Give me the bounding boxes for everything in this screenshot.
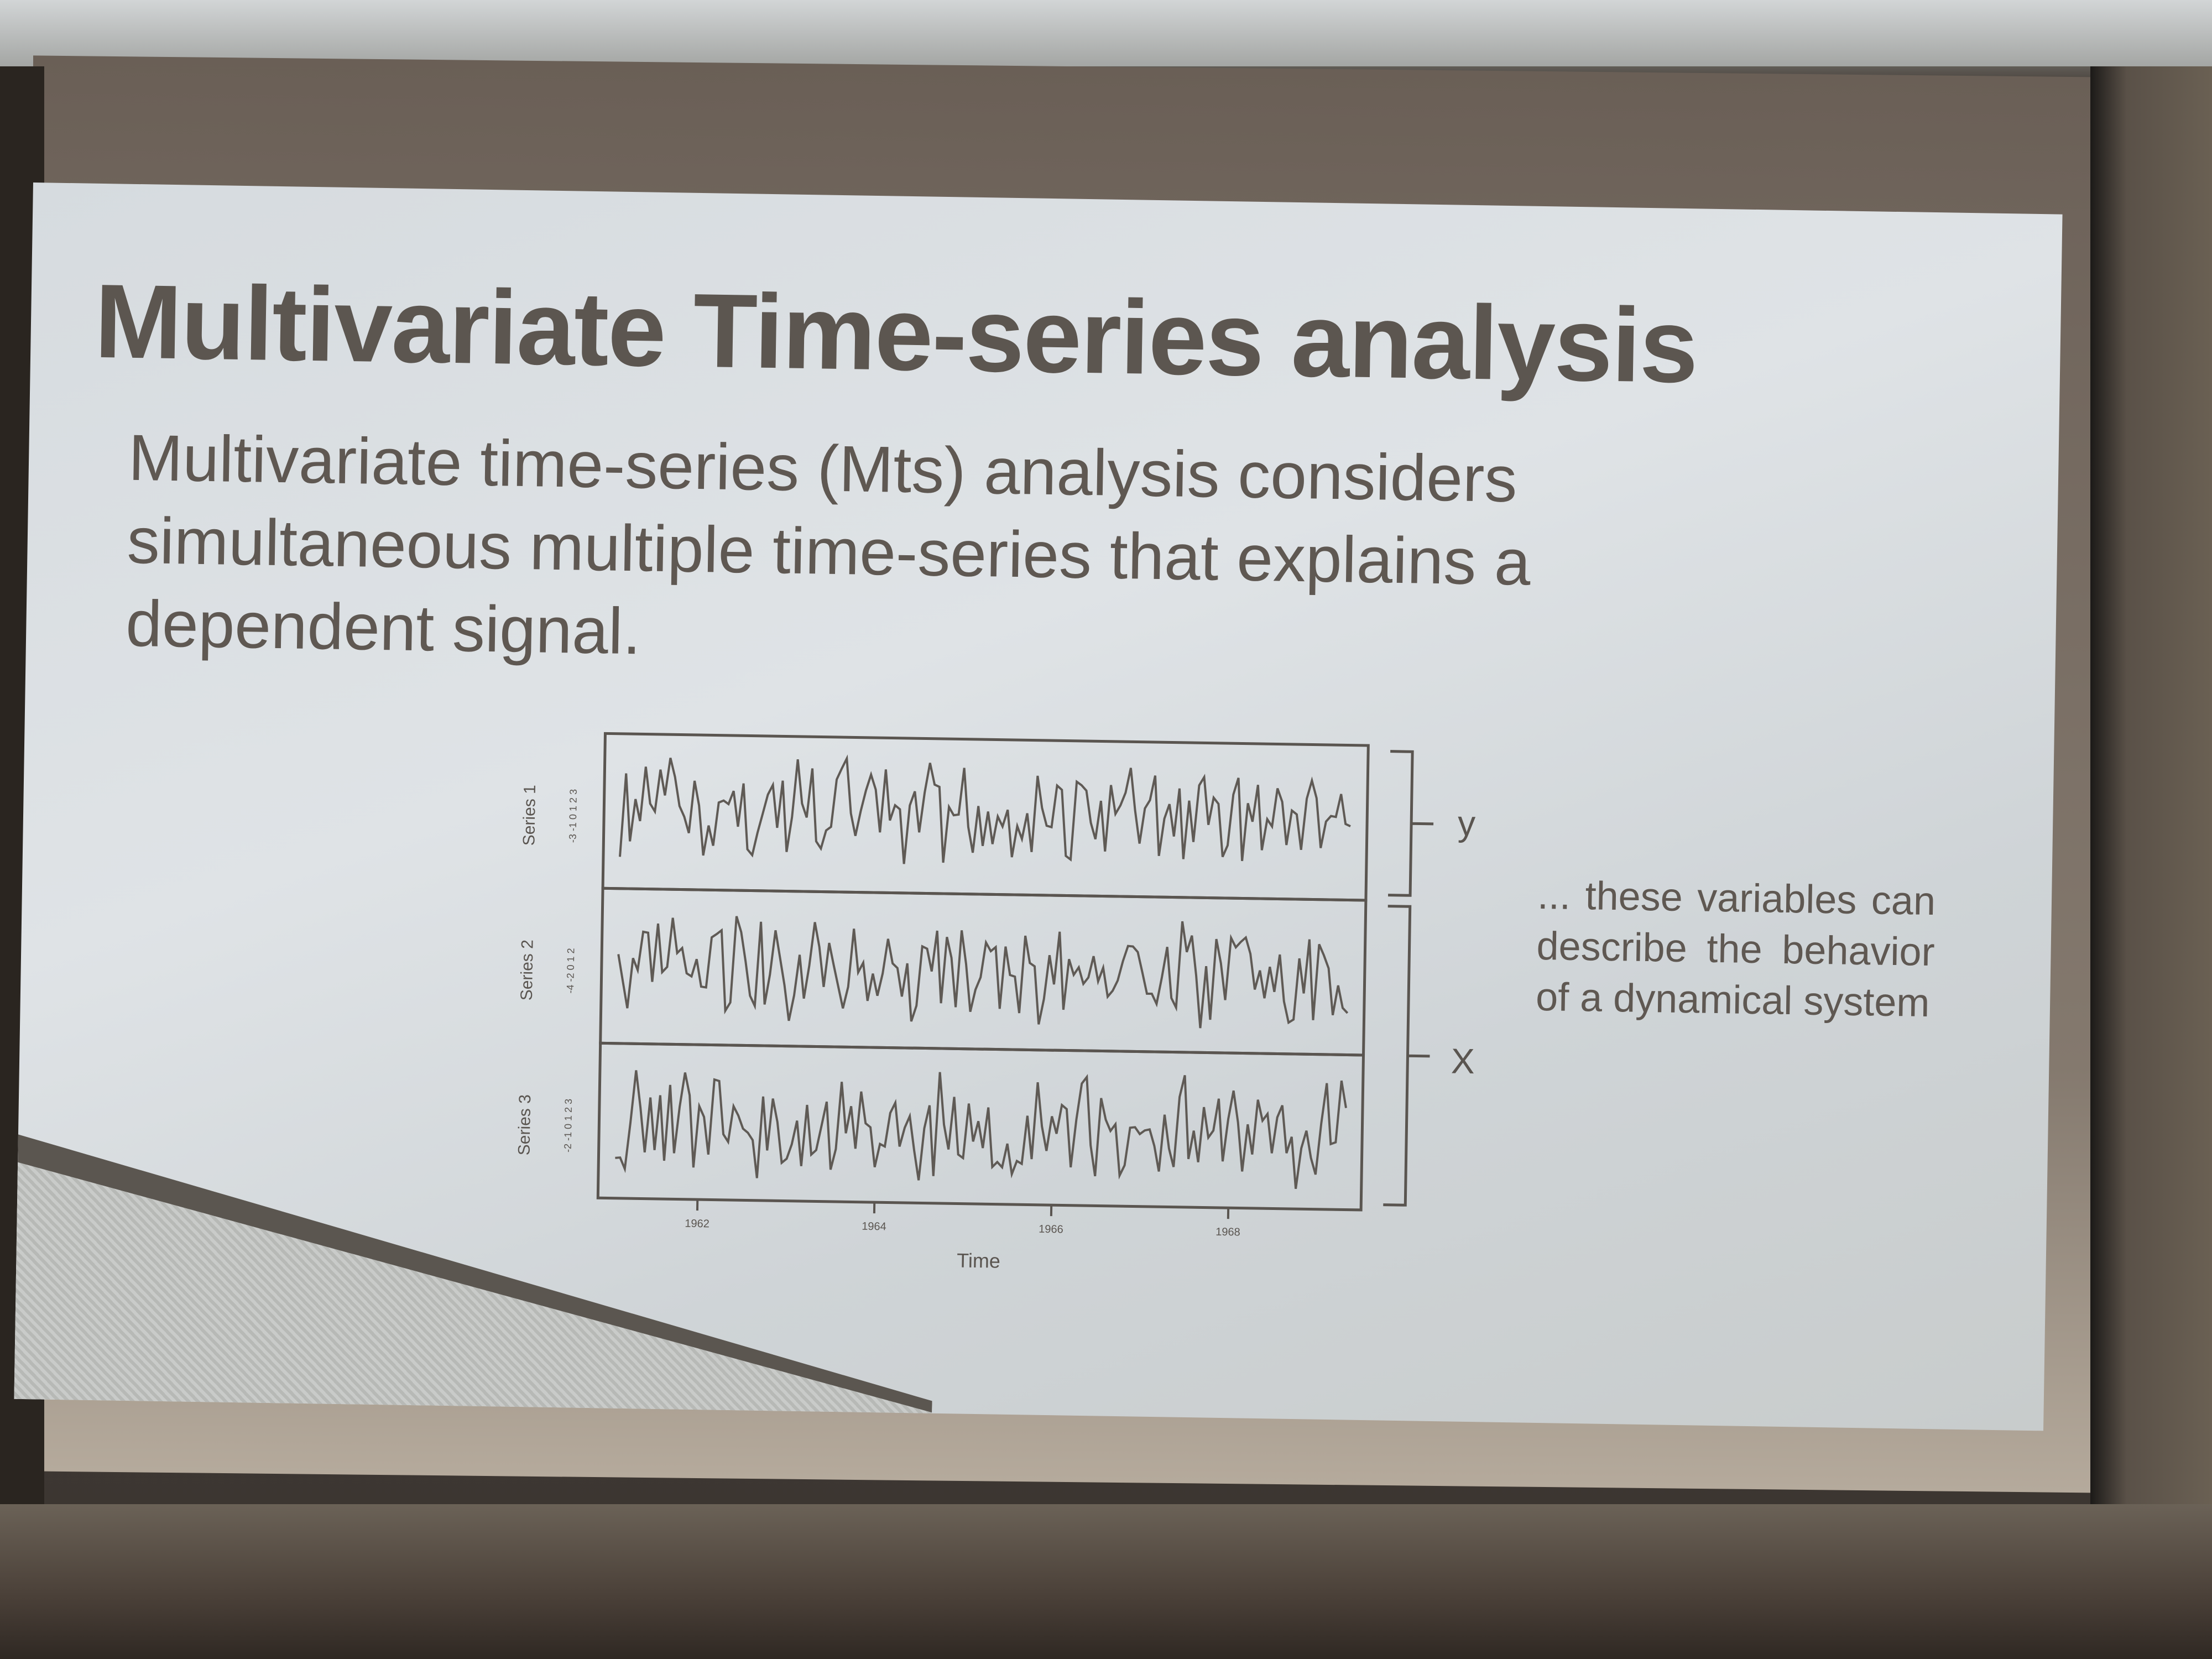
- series-3-label: Series 3: [515, 1094, 534, 1156]
- series-1-line: [618, 754, 1351, 864]
- slide-body-text: Multivariate time-series (Mts) analysis …: [125, 421, 1531, 669]
- x-axis-label: Time: [957, 1249, 1000, 1272]
- right-wall: [2090, 66, 2212, 1559]
- x-tick-1968: 1968: [1215, 1226, 1240, 1239]
- bracket-x: [1383, 905, 1430, 1207]
- bracket-y-label: y: [1458, 804, 1476, 843]
- series-2-label: Series 2: [518, 940, 537, 1001]
- series-1-label: Series 1: [520, 785, 539, 846]
- series-3-y-ticks: -2 -1 0 1 2 3: [562, 1099, 575, 1152]
- lower-wall: [0, 1504, 2212, 1659]
- slide-title: Multivariate Time-series analysis: [93, 262, 1698, 405]
- series-3-line: [615, 1070, 1347, 1189]
- series-2-y-ticks: -4 -2 0 1 2: [565, 948, 576, 993]
- x-tick-1966: 1966: [1039, 1223, 1063, 1236]
- projected-slide: Multivariate Time-series analysis Multiv…: [14, 182, 2063, 1431]
- time-series-figure: Series 1 Series 2 Series 3 -3 -1 0 1 2 3…: [515, 732, 1476, 1272]
- ceiling: [0, 0, 2212, 66]
- panel-series-3: [596, 1041, 1365, 1212]
- series-2-line: [617, 916, 1349, 1029]
- bracket-x-label: X: [1451, 1041, 1475, 1081]
- x-tick-1962: 1962: [685, 1218, 709, 1230]
- side-note: ... these variables can describe the beh…: [1535, 873, 1936, 1026]
- panel-series-2: [599, 886, 1368, 1057]
- x-tick-1964: 1964: [862, 1220, 886, 1233]
- bracket-y: [1388, 750, 1434, 897]
- series-1-y-ticks: -3 -1 0 1 2 3: [567, 789, 579, 843]
